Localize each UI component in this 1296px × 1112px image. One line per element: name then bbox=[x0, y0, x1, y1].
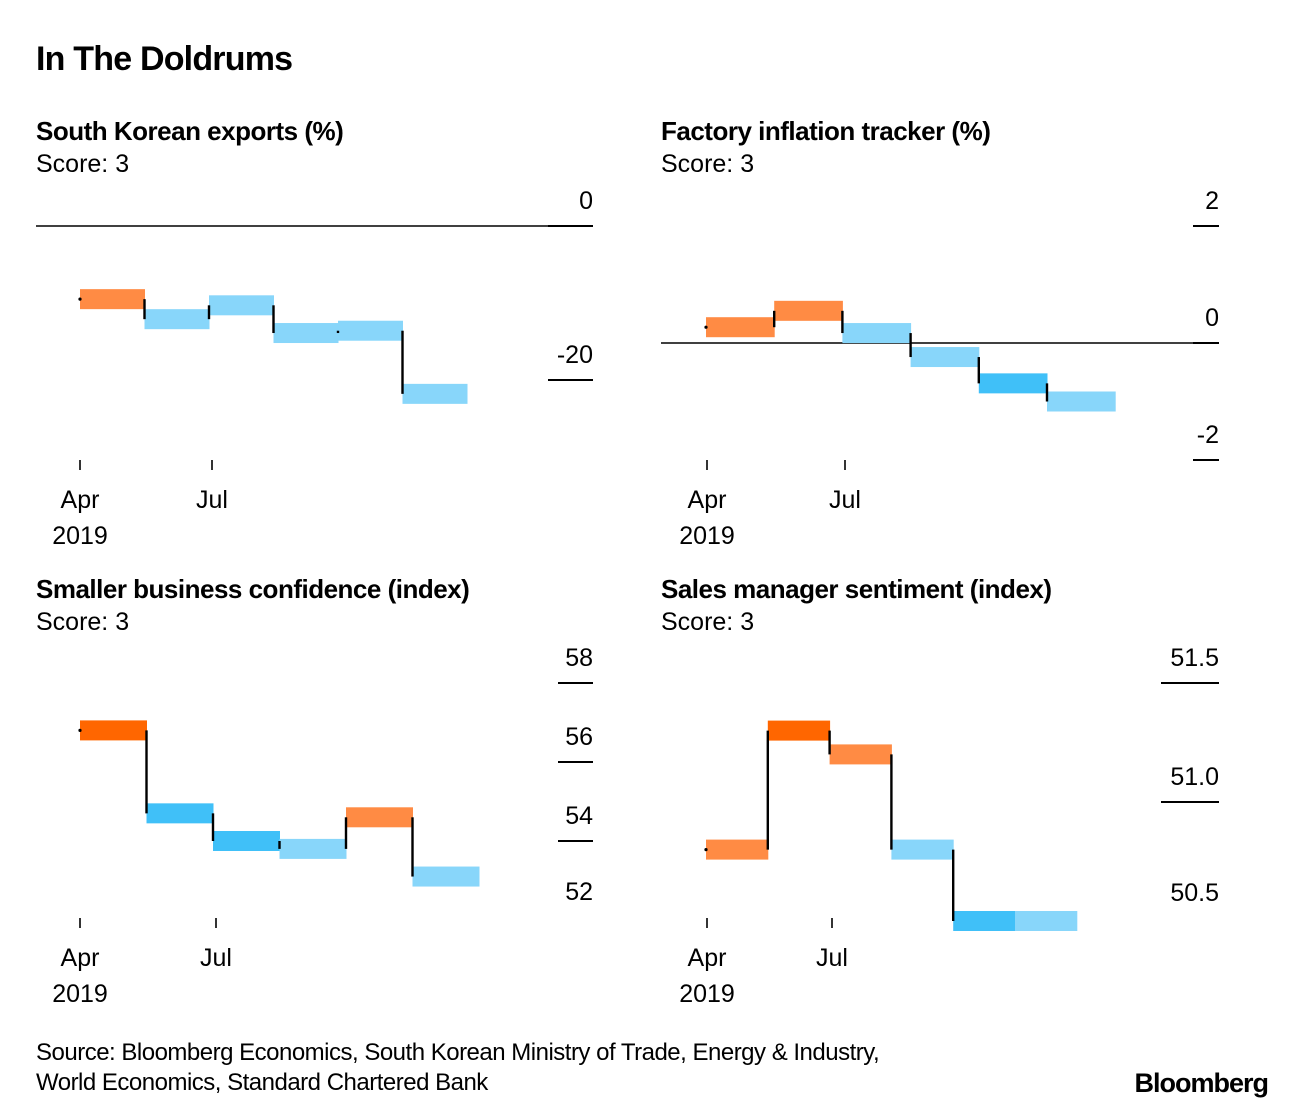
bar-jun-2019 bbox=[209, 295, 274, 316]
y-tick-label: 51.5 bbox=[1170, 644, 1219, 672]
chart-2: 58 56 54 52 Apr 2019 Jul bbox=[52, 644, 593, 1008]
bar-jun-2019 bbox=[213, 831, 280, 851]
bar-apr-2019 bbox=[706, 317, 775, 338]
x-tick-sublabel: 2019 bbox=[679, 980, 735, 1008]
bar-aug-2019 bbox=[338, 320, 403, 341]
chart-3: 51.5 51.0 50.5 Apr 2019 Jul bbox=[679, 644, 1219, 1008]
x-tick-label: Apr bbox=[61, 486, 100, 514]
chart-title-sales-sentiment: Sales manager sentiment (index) bbox=[661, 574, 1052, 604]
bloomberg-logo: Bloomberg bbox=[1134, 1068, 1269, 1098]
bar-sep-2019 bbox=[1047, 391, 1116, 412]
y-tick-label: 56 bbox=[565, 723, 593, 751]
source-line-2: World Economics, Standard Chartered Bank bbox=[36, 1069, 488, 1096]
step-start-dot bbox=[704, 325, 708, 329]
x-tick-label: Jul bbox=[829, 486, 861, 514]
bar-apr-2019 bbox=[80, 289, 145, 310]
x-tick-label: Jul bbox=[196, 486, 228, 514]
y-tick-label: -20 bbox=[557, 341, 593, 369]
source-line-1: Source: Bloomberg Economics, South Korea… bbox=[36, 1039, 880, 1066]
bar-jul-2019 bbox=[273, 323, 339, 344]
bar-may-2019 bbox=[146, 803, 214, 824]
chart-score-exports: Score: 3 bbox=[36, 150, 130, 178]
chart-title-exports: South Korean exports (%) bbox=[36, 116, 344, 146]
bar-jun-2019 bbox=[829, 744, 892, 765]
bar-jul-2019 bbox=[910, 347, 980, 368]
y-tick-label: 58 bbox=[565, 644, 593, 672]
x-tick-label: Apr bbox=[688, 486, 727, 514]
y-tick-label: 0 bbox=[1205, 304, 1219, 332]
page-title: In The Doldrums bbox=[36, 40, 293, 78]
bar-sep-2019 bbox=[1015, 911, 1078, 931]
x-tick-label: Jul bbox=[816, 944, 848, 972]
x-tick-sublabel: 2019 bbox=[679, 522, 735, 550]
step-start-dot bbox=[78, 728, 82, 733]
step-start-dot bbox=[78, 297, 82, 301]
chart-score-sales-sentiment: Score: 3 bbox=[661, 608, 755, 636]
bar-apr-2019 bbox=[706, 839, 769, 860]
step-start-dot bbox=[704, 848, 708, 852]
x-tick-label: Apr bbox=[61, 944, 100, 972]
source-note: Source: Bloomberg Economics, South Korea… bbox=[36, 1038, 880, 1098]
y-tick-label: 50.5 bbox=[1170, 879, 1219, 907]
x-tick-sublabel: 2019 bbox=[52, 980, 108, 1008]
chart-0: 0 -20 Apr 2019 Jul bbox=[36, 187, 593, 550]
chart-title-business-confidence: Smaller business confidence (index) bbox=[36, 574, 470, 604]
x-tick-label: Jul bbox=[200, 944, 232, 972]
chart-score-factory-inflation: Score: 3 bbox=[661, 150, 755, 178]
bar-may-2019 bbox=[767, 720, 831, 741]
bar-may-2019 bbox=[144, 309, 210, 330]
chart-1: 2 0 -2 Apr 2019 Jul bbox=[661, 187, 1219, 550]
bar-aug-2019 bbox=[346, 807, 413, 828]
chart-score-business-confidence: Score: 3 bbox=[36, 608, 130, 636]
x-tick-label: Apr bbox=[688, 944, 727, 972]
bar-jul-2019 bbox=[279, 838, 347, 859]
bar-sep-2019 bbox=[402, 383, 468, 404]
bar-may-2019 bbox=[774, 300, 843, 321]
bar-jul-2019 bbox=[891, 839, 954, 860]
bar-aug-2019 bbox=[978, 373, 1048, 394]
y-tick-label: 0 bbox=[579, 187, 593, 215]
y-tick-label: 51.0 bbox=[1170, 763, 1219, 791]
y-tick-label: 52 bbox=[565, 878, 593, 906]
y-tick-label: -2 bbox=[1197, 421, 1219, 449]
bar-apr-2019 bbox=[80, 720, 147, 741]
bar-jun-2019 bbox=[842, 323, 912, 344]
y-tick-label: 54 bbox=[565, 802, 593, 830]
chart-title-factory-inflation: Factory inflation tracker (%) bbox=[661, 116, 991, 146]
y-tick-label: 2 bbox=[1205, 187, 1219, 215]
bar-aug-2019 bbox=[953, 911, 1016, 931]
bar-sep-2019 bbox=[412, 866, 480, 887]
x-tick-sublabel: 2019 bbox=[52, 522, 108, 550]
